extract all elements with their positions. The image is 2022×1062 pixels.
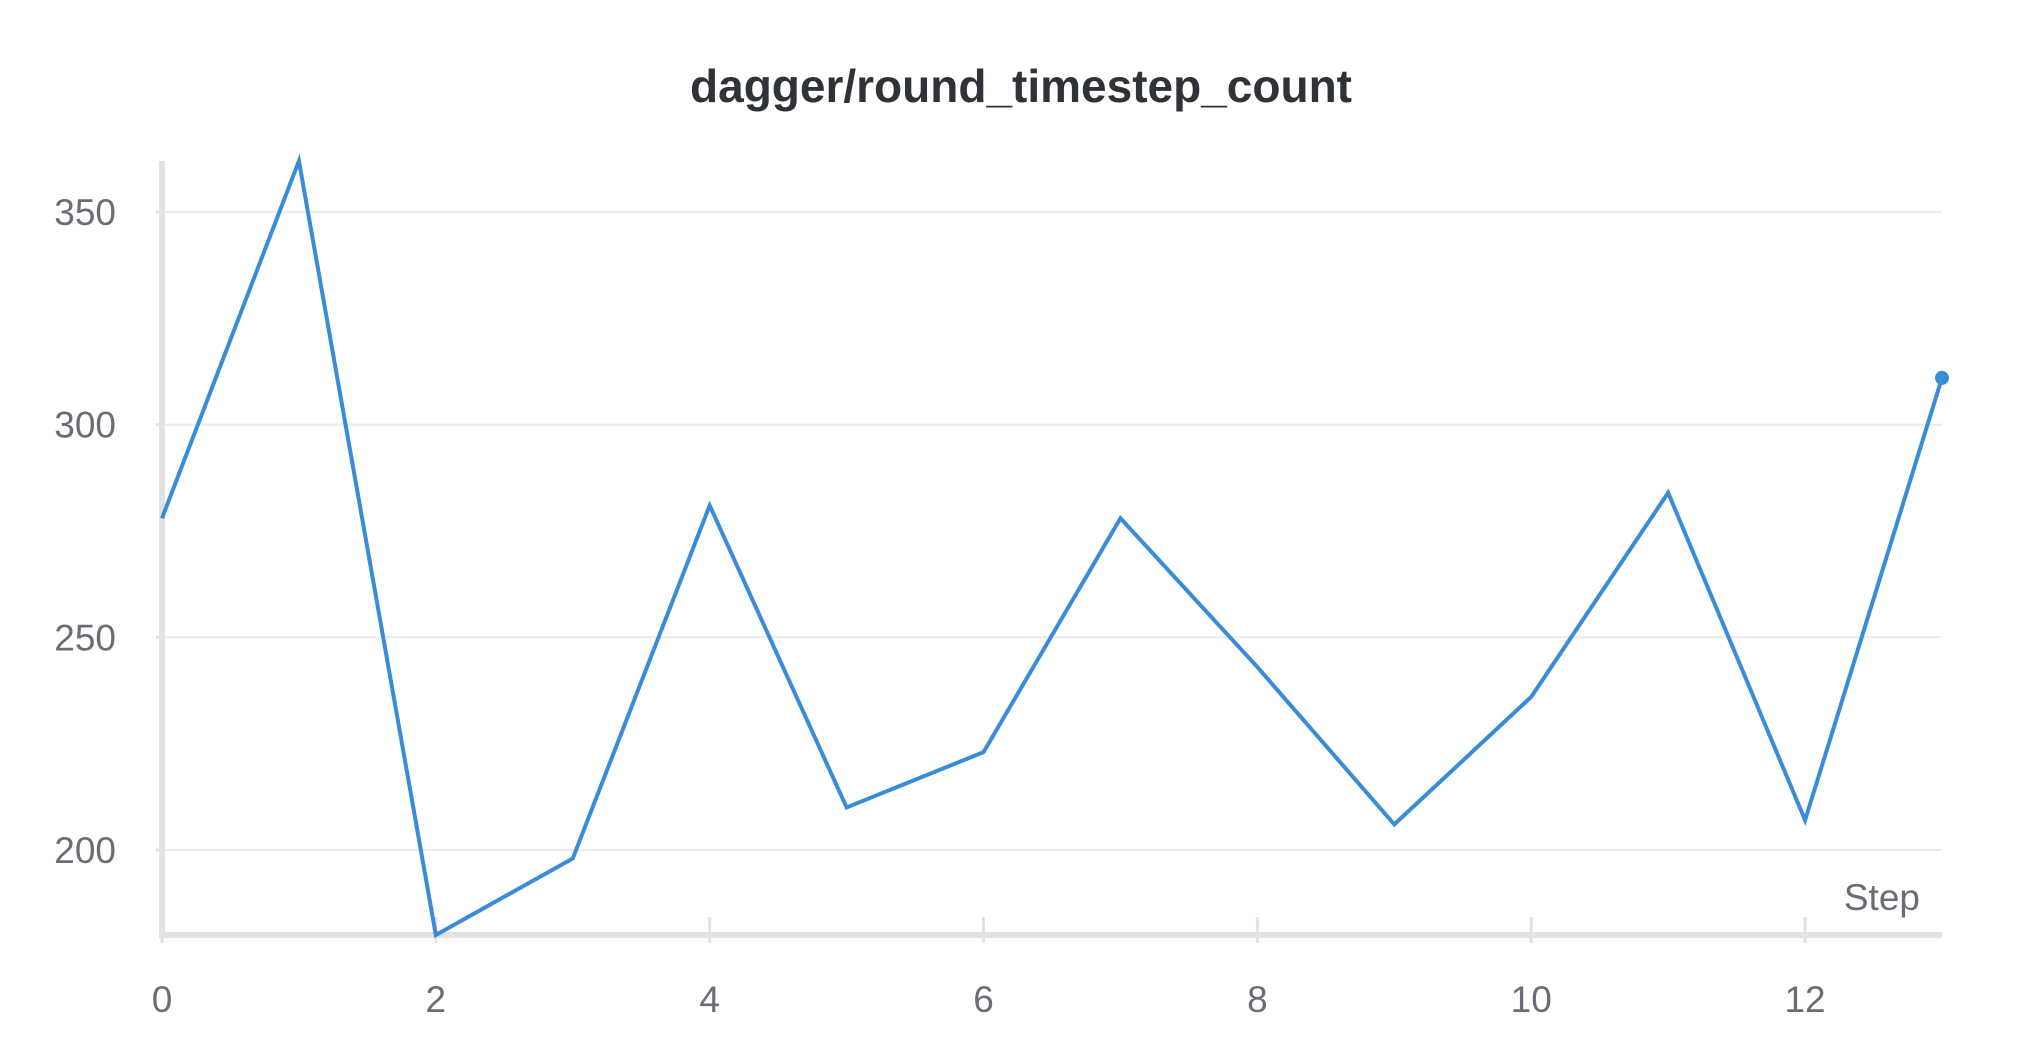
x-axis-ticks: 0 2 4 6 8 10 12 — [152, 917, 1826, 1020]
axes — [159, 161, 1942, 938]
x-tick-label-4: 4 — [699, 979, 720, 1020]
last-point-marker — [1935, 370, 1949, 385]
x-tick-label-10: 10 — [1511, 979, 1552, 1020]
x-tick-label-2: 2 — [426, 979, 447, 1020]
chart-title: dagger/round_timestep_count — [690, 60, 1352, 112]
x-axis-label: Step — [1844, 877, 1920, 918]
gridlines — [162, 211, 1942, 851]
x-tick-label-0: 0 — [152, 979, 173, 1020]
y-tick-label-350: 350 — [54, 192, 116, 233]
series-group — [160, 153, 1949, 939]
x-tick-label-6: 6 — [973, 979, 994, 1020]
x-tick-label-12: 12 — [1784, 979, 1825, 1020]
y-tick-label-300: 300 — [54, 405, 116, 446]
y-axis-ticks: 200 250 300 350 — [54, 192, 162, 871]
y-tick-label-250: 250 — [54, 617, 116, 658]
series-line-0 — [160, 153, 1944, 939]
y-tick-label-200: 200 — [54, 830, 116, 871]
x-tick-label-8: 8 — [1247, 979, 1268, 1020]
